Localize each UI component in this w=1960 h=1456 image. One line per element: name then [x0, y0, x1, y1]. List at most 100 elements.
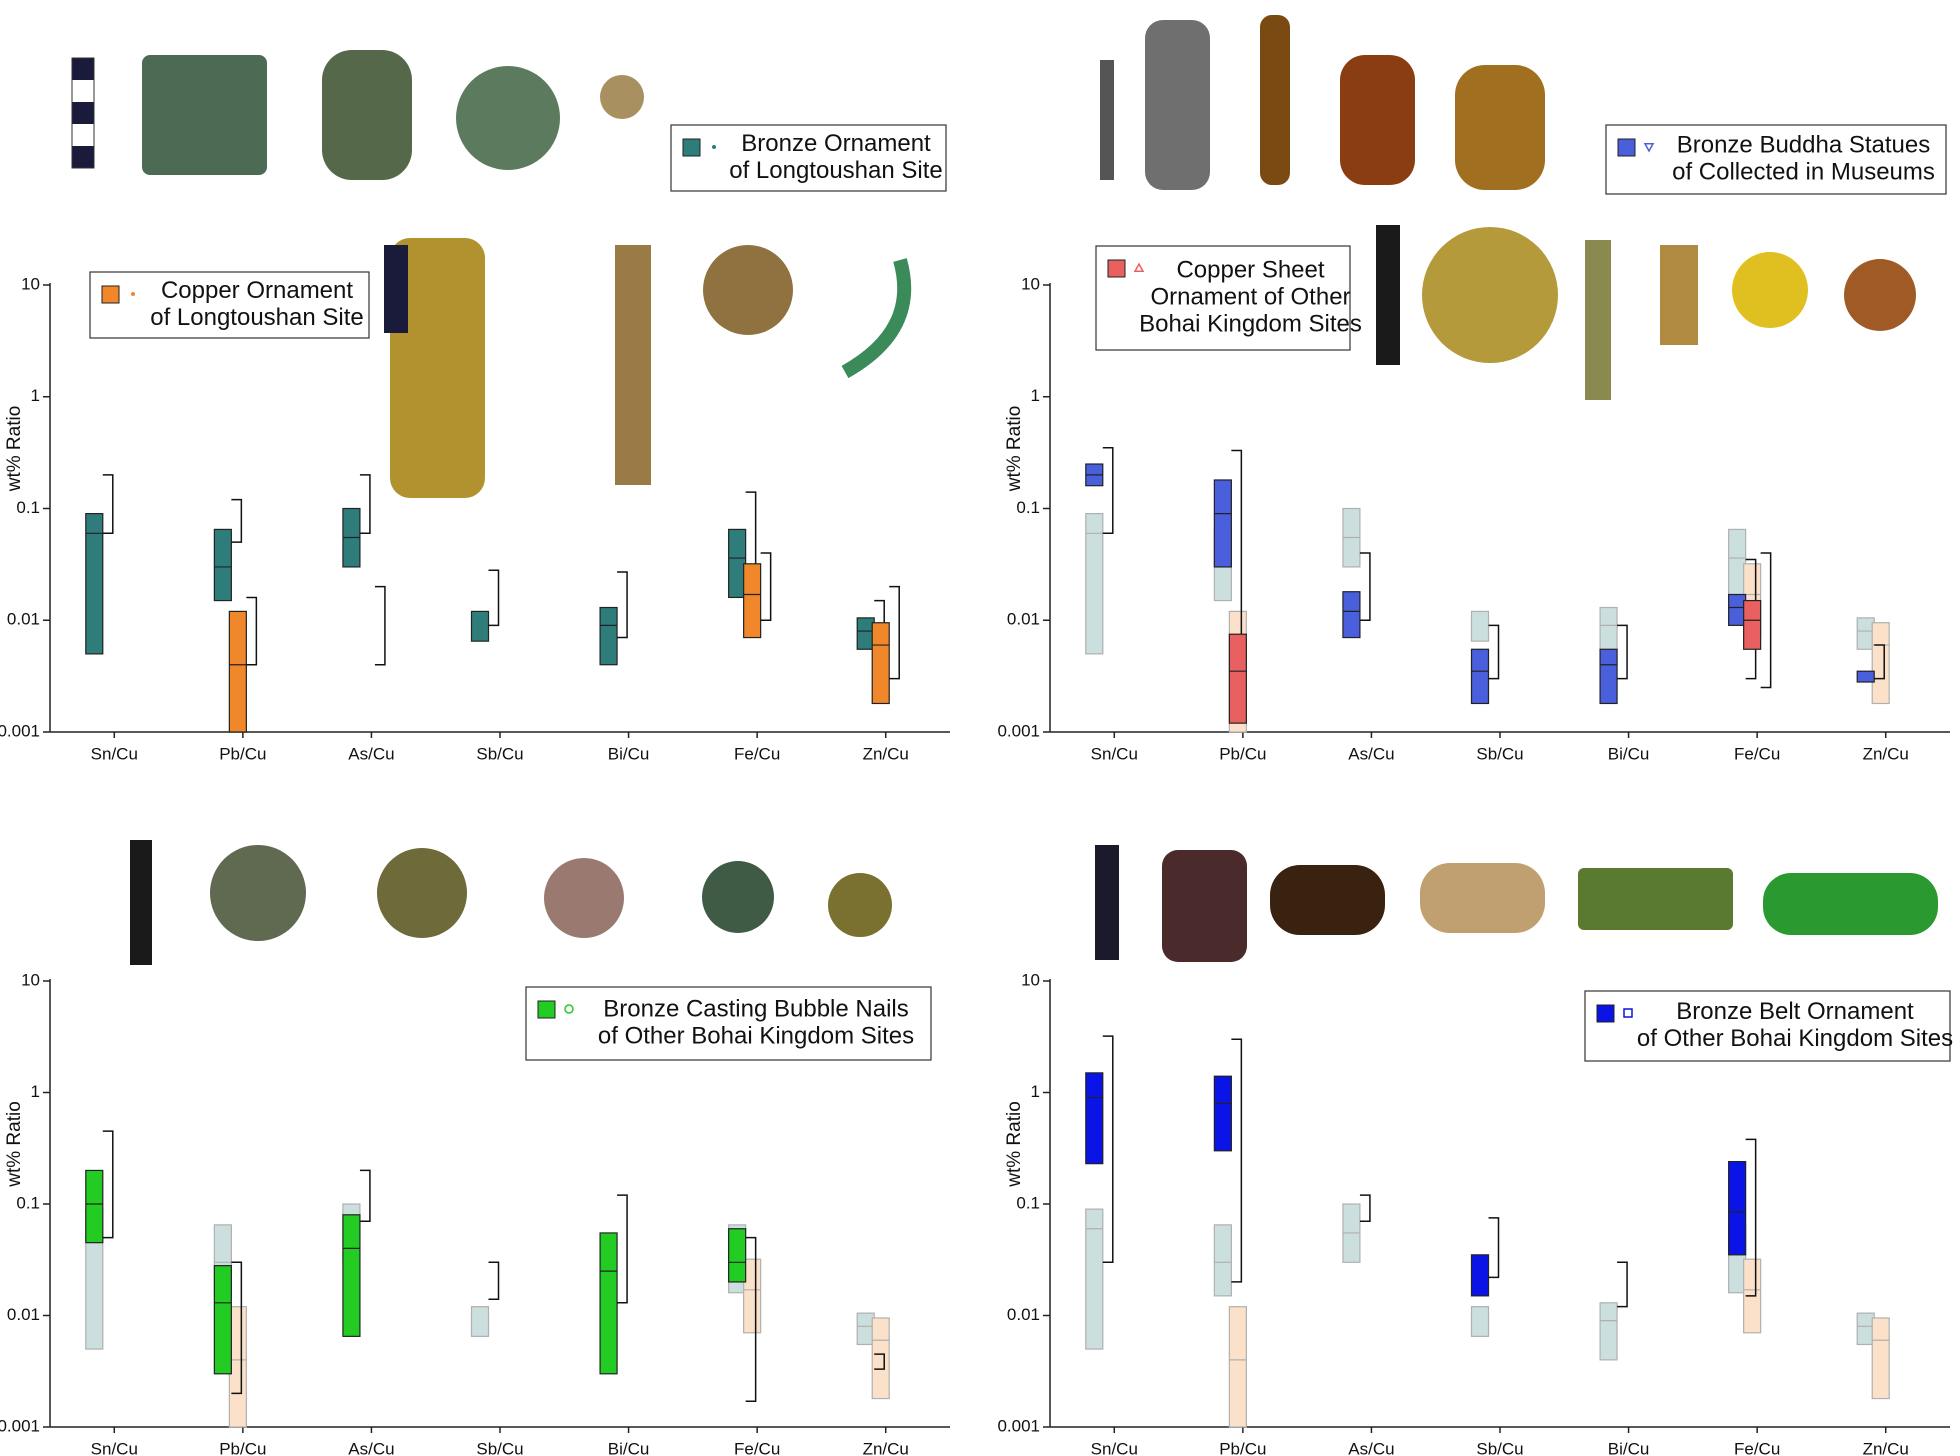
box	[1228, 633, 1247, 724]
y-tick-label: 10	[1021, 274, 1040, 293]
artifact-photo	[1585, 240, 1611, 400]
x-tick-label: Zn/Cu	[863, 744, 909, 763]
whisker-bracket	[745, 491, 757, 568]
box	[470, 610, 490, 642]
box	[871, 1317, 890, 1400]
legend-label: of Collected in Museums	[1672, 158, 1935, 185]
legend-marker	[1623, 1008, 1633, 1018]
whisker-bracket	[745, 1236, 757, 1403]
y-axis-label: wt% Ratio	[4, 406, 25, 493]
artifact-photo	[1455, 65, 1545, 190]
y-tick-label: 0.001	[997, 721, 1040, 740]
whisker-bracket	[246, 596, 258, 666]
artifact-photo	[828, 873, 892, 937]
scale-bar	[72, 58, 94, 80]
legend-label: Ornament of Other	[1150, 283, 1350, 310]
box	[1470, 1254, 1490, 1297]
y-tick-label: 0.01	[1007, 610, 1040, 629]
artifact-photo	[702, 861, 774, 933]
artifact-photo	[1420, 863, 1545, 933]
x-tick-label: Fe/Cu	[734, 744, 780, 763]
y-tick-label: 0.1	[16, 1193, 40, 1212]
box	[1213, 479, 1232, 568]
legend-swatch	[682, 138, 701, 157]
x-tick-label: Bi/Cu	[1608, 1439, 1650, 1456]
scale-bar	[72, 146, 94, 168]
box	[228, 610, 247, 733]
whisker-bracket	[359, 474, 371, 535]
whisker-bracket	[488, 1261, 500, 1300]
legend-marker	[564, 1004, 574, 1014]
x-tick-label: Sb/Cu	[476, 1439, 523, 1456]
artifact-photo	[142, 55, 267, 175]
artifact-photo	[544, 858, 624, 938]
box	[1470, 610, 1490, 642]
y-tick-label: 0.01	[1007, 1305, 1040, 1324]
legend-swatch	[537, 1000, 556, 1019]
whisker-bracket	[1359, 1194, 1371, 1223]
x-tick-label: As/Cu	[1348, 1439, 1394, 1456]
y-axis-label: wt% Ratio	[4, 1101, 25, 1188]
x-tick-label: Sn/Cu	[1091, 744, 1138, 763]
x-tick-label: Zn/Cu	[1863, 1439, 1909, 1456]
box	[342, 1214, 361, 1337]
artifact-photo	[390, 238, 485, 498]
box	[1213, 1075, 1232, 1152]
whisker-bracket	[231, 1261, 243, 1395]
legend-swatch	[1617, 138, 1636, 157]
y-tick-label: 0.001	[0, 721, 40, 740]
legend-box	[670, 124, 947, 192]
legend-label: Bronze Casting Bubble Nails	[603, 995, 909, 1022]
whisker-bracket	[231, 498, 243, 543]
scale-bar	[72, 102, 94, 124]
whisker-bracket	[1488, 1217, 1500, 1279]
scale-bar	[1095, 845, 1119, 960]
whisker-bracket	[1617, 624, 1628, 680]
x-tick-label: Sn/Cu	[91, 744, 138, 763]
y-tick-label: 0.001	[997, 1416, 1040, 1435]
box	[1470, 648, 1490, 705]
artifact-photo	[1660, 245, 1698, 345]
legend-label: Copper Ornament	[161, 277, 353, 304]
legend-marker	[1133, 262, 1145, 272]
scale-bar	[384, 245, 408, 333]
box	[1228, 1306, 1247, 1428]
whisker-bracket	[374, 585, 386, 666]
box	[1085, 513, 1104, 655]
y-tick-label: 0.01	[7, 610, 40, 629]
whisker-bracket	[889, 585, 900, 680]
x-tick-label: As/Cu	[348, 1439, 394, 1456]
whisker-bracket	[760, 552, 772, 621]
legend-box	[1095, 245, 1351, 351]
whisker-bracket	[617, 571, 628, 639]
y-tick-label: 10	[1021, 970, 1040, 989]
y-axis-label: wt% Ratio	[1004, 406, 1025, 493]
artifact-photo	[1270, 865, 1385, 935]
box	[85, 1169, 104, 1244]
legend-marker	[712, 145, 716, 149]
y-axis-label: wt% Ratio	[1004, 1101, 1025, 1188]
legend-swatch	[101, 285, 120, 304]
artifact-photo	[841, 258, 912, 379]
box	[1743, 599, 1762, 650]
x-tick-label: Fe/Cu	[1734, 1439, 1780, 1456]
box	[599, 606, 618, 666]
x-tick-label: Pb/Cu	[1219, 744, 1266, 763]
whisker-bracket	[1359, 552, 1371, 621]
artifact-photo	[1422, 227, 1558, 363]
y-tick-label: 10	[21, 970, 40, 989]
legend-label: of Longtoushan Site	[729, 157, 943, 184]
box	[213, 528, 232, 602]
legend-label: Bronze Belt Ornament	[1676, 998, 1914, 1025]
scale-bar	[130, 840, 152, 965]
whisker-bracket	[1760, 552, 1772, 689]
box	[213, 1265, 232, 1375]
whisker-bracket	[1102, 1035, 1114, 1264]
x-tick-label: Fe/Cu	[734, 1439, 780, 1456]
legend-label: of Longtoushan Site	[150, 304, 364, 331]
whisker-bracket	[488, 569, 500, 627]
x-tick-label: Sb/Cu	[476, 744, 523, 763]
x-tick-label: Sn/Cu	[1091, 1439, 1138, 1456]
whisker-bracket	[1231, 1038, 1243, 1283]
